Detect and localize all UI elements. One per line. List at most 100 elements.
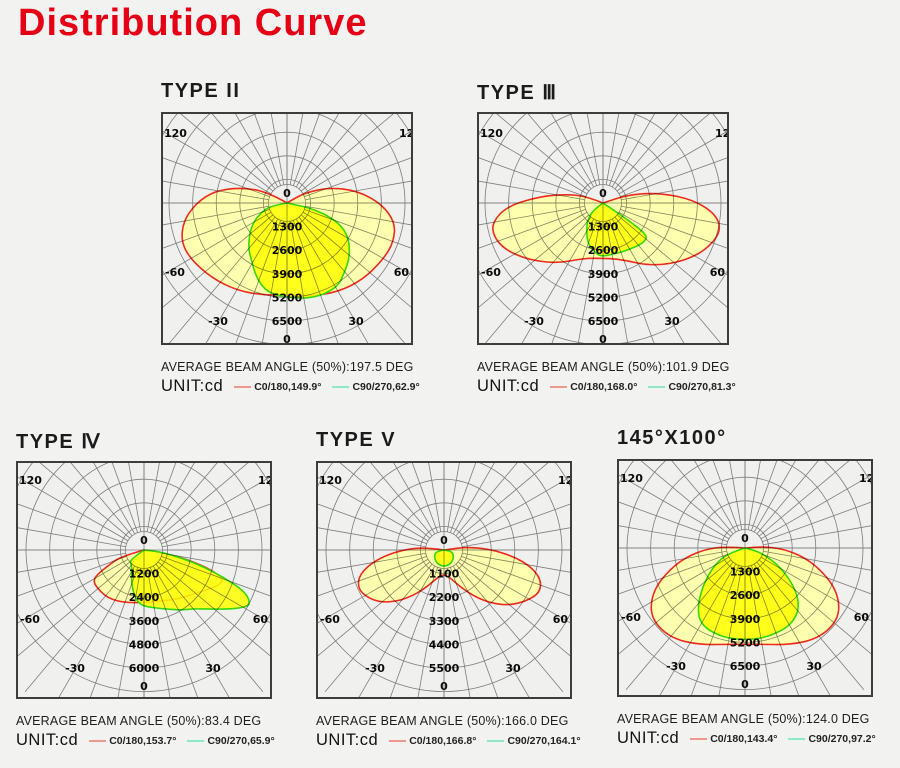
svg-text:3300: 3300 [429,615,460,628]
svg-text:5200: 5200 [588,291,619,304]
svg-text:120: 120 [715,127,729,140]
svg-text:0: 0 [440,680,448,693]
svg-text:120: 120 [164,127,187,140]
svg-text:60: 60 [253,613,269,626]
legend-label: C90/270,62.9° [352,380,420,393]
svg-text:-60: -60 [320,613,340,626]
svg-text:0: 0 [599,333,607,345]
legend-dash-red [550,385,568,388]
legend-item-c0: C0/180,149.9° [234,381,321,393]
legend-item-c90: C90/270,164.1° [487,735,581,747]
legend-row: UNIT:cd C0/180,166.8° C90/270,164.1° [316,731,581,750]
legend-item-c90: C90/270,81.3° [648,380,736,393]
legend-row: UNIT:cd C0/180,153.7° C90/270,65.9° [16,731,275,750]
svg-text:120: 120 [19,474,42,487]
svg-text:120: 120 [258,474,272,487]
svg-text:0: 0 [599,187,607,200]
legend-dash-red [234,385,252,388]
svg-text:-30: -30 [365,662,385,675]
beam-angle-text: AVERAGE BEAM ANGLE (50%):83.4 DEG [16,714,262,728]
plot-title-145x100: 145°X100° [617,427,727,449]
legend-item-c90: C90/270,65.9° [187,734,275,747]
svg-text:-60: -60 [165,266,185,279]
legend-dash-green [487,739,505,742]
legend-dash-green [788,737,806,740]
legend-dash-green [187,739,205,742]
svg-text:120: 120 [558,474,572,487]
plot-title-type-ii: TYPE II [161,80,241,102]
svg-text:3900: 3900 [272,268,303,281]
unit-label: UNIT:cd [16,731,79,749]
legend-label: C0/180,168.0° [570,380,638,393]
svg-text:120: 120 [480,127,503,140]
svg-text:0: 0 [283,187,291,200]
legend-item-c90: C90/270,62.9° [332,380,420,393]
svg-text:30: 30 [806,660,822,673]
svg-text:3600: 3600 [129,615,160,628]
svg-text:-30: -30 [65,662,85,675]
svg-text:0: 0 [741,532,749,545]
svg-text:120: 120 [399,127,413,140]
svg-text:60: 60 [710,266,726,279]
svg-text:2400: 2400 [129,591,160,604]
svg-text:1300: 1300 [730,566,761,579]
svg-text:-30: -30 [524,315,544,328]
legend-label: C0/180,143.4° [710,732,778,745]
plot-card-type-iii: TYPE Ⅲ 0 1300 2600 3900 5200 6500 0 -30 30 -60 60 1… [477,80,736,396]
svg-text:120: 120 [319,474,342,487]
legend-row: UNIT:cd C0/180,168.0° C90/270,81.3° [477,377,736,396]
plot-card-type-iv: TYPE Ⅳ 0 1200 2400 3600 4800 6000 0 -30 30 -60 60 1… [16,429,275,750]
legend-item-c0: C0/180,143.4° [690,733,777,745]
svg-text:-60: -60 [20,613,40,626]
unit-label: UNIT:cd [617,729,680,747]
svg-text:5200: 5200 [730,636,761,649]
svg-text:6500: 6500 [272,315,303,328]
legend-label: C90/270,65.9° [207,734,275,747]
page-title: Distribution Curve [18,2,368,44]
legend-label: C0/180,166.8° [409,734,477,747]
svg-text:60: 60 [394,266,410,279]
svg-text:5200: 5200 [272,291,303,304]
svg-text:0: 0 [283,333,291,345]
unit-label: UNIT:cd [161,377,224,395]
svg-text:-30: -30 [666,660,686,673]
unit-label: UNIT:cd [477,377,540,395]
legend-dash-green [648,385,666,388]
svg-text:2600: 2600 [272,244,303,257]
legend-item-c0: C0/180,168.0° [550,381,637,393]
legend-dash-green [332,385,350,388]
polar-chart-145x100: 0 1300 2600 3900 5200 6500 0 -30 30 -60 60 120 120 [617,459,873,697]
beam-angle-text: AVERAGE BEAM ANGLE (50%):124.0 DEG [617,712,870,726]
svg-text:-30: -30 [208,315,228,328]
plot-title-type-iv: TYPE Ⅳ [16,431,102,453]
svg-text:1100: 1100 [429,568,460,581]
polar-chart-type-v: 0 1100 2200 3300 4400 5500 0 -30 30 -60 60 120 120 [316,461,572,699]
svg-text:6000: 6000 [129,662,160,675]
svg-text:6500: 6500 [588,315,619,328]
polar-chart-type-iii: 0 1300 2600 3900 5200 6500 0 -30 30 -60 60 120 120 [477,112,729,345]
plot-card-type-v: TYPE V 0 1100 2200 3300 4400 5500 0 -30 30 -60 60 1… [316,429,581,750]
polar-chart-type-iv: 0 1200 2400 3600 4800 6000 0 -30 30 -60 60 120 120 [16,461,272,699]
legend-label: C90/270,97.2° [808,732,876,745]
svg-text:2600: 2600 [730,589,761,602]
legend-item-c90: C90/270,97.2° [788,732,876,745]
svg-text:0: 0 [140,680,148,693]
svg-text:1200: 1200 [129,568,160,581]
legend-label: C90/270,81.3° [668,380,736,393]
svg-text:1300: 1300 [588,221,619,234]
beam-angle-text: AVERAGE BEAM ANGLE (50%):166.0 DEG [316,714,569,728]
svg-text:120: 120 [859,472,873,485]
svg-text:1300: 1300 [272,221,303,234]
svg-text:0: 0 [140,534,148,547]
legend-item-c0: C0/180,153.7° [89,735,176,747]
legend-label: C0/180,149.9° [254,380,322,393]
svg-text:6500: 6500 [730,660,761,673]
svg-text:30: 30 [505,662,521,675]
plot-title-type-iii: TYPE Ⅲ [477,82,558,104]
svg-text:4800: 4800 [129,638,160,651]
polar-chart-type-ii: 0 1300 2600 3900 5200 6500 0 -30 30 -60 60 120 120 [161,112,413,345]
svg-text:30: 30 [205,662,221,675]
svg-text:30: 30 [664,315,680,328]
svg-text:60: 60 [854,611,870,624]
legend-dash-red [89,739,107,742]
